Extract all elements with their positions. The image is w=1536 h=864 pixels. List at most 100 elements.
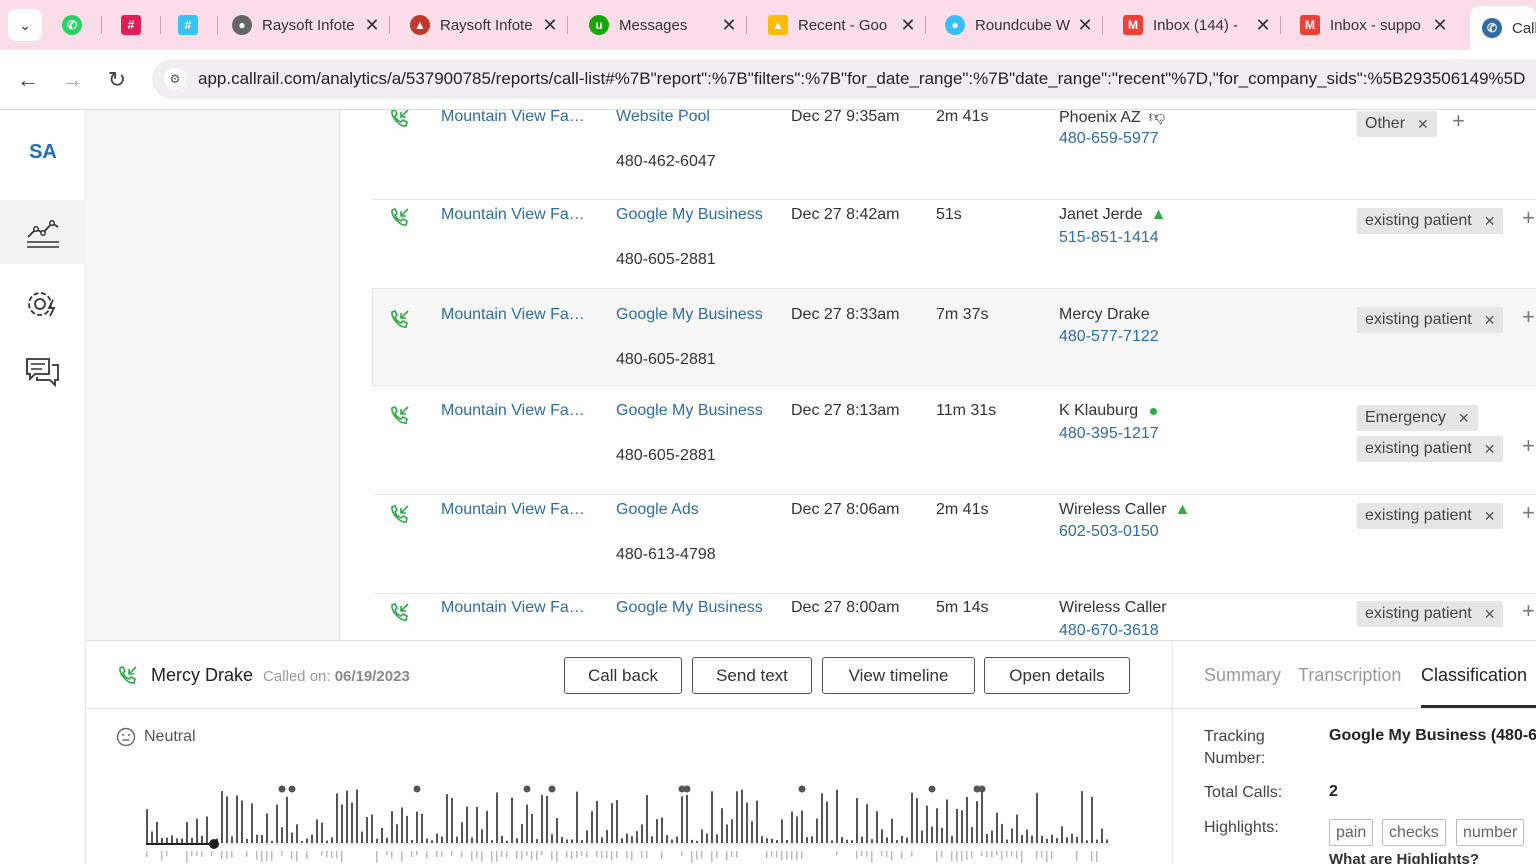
company-link[interactable]: Mountain View Fa…: [441, 306, 585, 323]
site-info-icon[interactable]: ⚙: [164, 68, 186, 90]
view-timeline-button[interactable]: View timeline: [822, 657, 975, 694]
total-calls-label: Total Calls:: [1204, 784, 1283, 801]
company-link[interactable]: Mountain View Fa…: [441, 110, 585, 125]
add-tag-icon[interactable]: +: [1522, 304, 1535, 329]
highlight-marker[interactable]: [973, 785, 981, 793]
add-tag-icon[interactable]: +: [1522, 433, 1535, 458]
caller-phone-link[interactable]: 480-577-7122: [1059, 328, 1159, 345]
tab-search-button[interactable]: ⌄: [8, 9, 42, 41]
tab-callrail-active[interactable]: ✆ Call: [1470, 6, 1536, 50]
table-row[interactable]: Mountain View Fa… Google My Business 480…: [372, 397, 1536, 495]
highlight-marker[interactable]: [928, 785, 936, 793]
tab-roundcube[interactable]: ● Roundcube W ✕: [945, 6, 1103, 44]
nav-settings[interactable]: [0, 272, 86, 336]
waveform-bar: [261, 835, 263, 843]
source-link[interactable]: Google My Business: [616, 306, 763, 323]
highlight-marker[interactable]: [798, 785, 806, 793]
caller-phone-link[interactable]: 480-395-1217: [1059, 425, 1159, 442]
source-link[interactable]: Google My Business: [616, 402, 763, 419]
waveform-lower-bar: [1096, 851, 1098, 863]
tab-slack-1[interactable]: #: [121, 6, 161, 44]
company-link[interactable]: Mountain View Fa…: [441, 501, 585, 518]
source-link[interactable]: Google My Business: [616, 206, 763, 223]
audio-waveform[interactable]: [142, 781, 1112, 864]
tab-google-drive[interactable]: ▲ Recent - Goo ✕: [768, 6, 926, 44]
remove-tag-icon[interactable]: ✕: [1417, 115, 1429, 132]
tab-summary[interactable]: Summary: [1204, 665, 1282, 685]
playback-scrubber[interactable]: [209, 839, 219, 849]
waveform-bar: [816, 818, 818, 843]
tab-raysoft-2[interactable]: ▲ Raysoft Infote ✕: [410, 6, 568, 44]
table-row[interactable]: Mountain View Fa… Google My Business 480…: [372, 201, 1536, 299]
waveform-lower-bar: [411, 851, 413, 858]
waveform-bar: [241, 800, 243, 843]
highlight-marker[interactable]: [683, 785, 691, 793]
company-link[interactable]: Mountain View Fa…: [441, 206, 585, 223]
company-link[interactable]: Mountain View Fa…: [441, 599, 585, 616]
tab-slack-2[interactable]: #: [178, 6, 218, 44]
tab-gmail-2[interactable]: M Inbox - suppo ✕: [1300, 6, 1448, 44]
table-row[interactable]: Mountain View Fa… Google My Business Dec…: [372, 594, 1536, 640]
waveform-bar: [1021, 835, 1023, 843]
source-link[interactable]: Google My Business: [616, 599, 763, 616]
open-details-button[interactable]: Open details: [984, 657, 1130, 694]
highlight-marker[interactable]: [523, 785, 531, 793]
close-icon[interactable]: ✕: [542, 14, 558, 35]
company-link[interactable]: Mountain View Fa…: [441, 402, 585, 419]
tab-raysoft-1[interactable]: ● Raysoft Infote ✕: [232, 6, 390, 44]
caller-phone-link[interactable]: 480-670-3618: [1059, 622, 1159, 639]
tab-classification[interactable]: Classification: [1421, 665, 1528, 685]
remove-tag-icon[interactable]: ✕: [1483, 311, 1496, 328]
highlight-marker[interactable]: [548, 785, 556, 793]
url-field[interactable]: ⚙ app.callrail.com/analytics/a/537900785…: [152, 59, 1536, 99]
add-tag-icon[interactable]: +: [1522, 598, 1535, 623]
highlight-marker[interactable]: [678, 785, 686, 793]
highlight-chip[interactable]: pain: [1329, 819, 1374, 846]
send-text-button[interactable]: Send text: [692, 657, 812, 694]
forward-button[interactable]: →: [58, 66, 86, 94]
tab-messages[interactable]: u Messages ✕: [589, 6, 747, 44]
remove-tag-icon[interactable]: ✕: [1483, 507, 1496, 524]
waveform-lower-bar: [201, 851, 203, 857]
highlight-marker[interactable]: [413, 785, 421, 793]
back-button[interactable]: ←: [14, 66, 42, 94]
remove-tag-icon[interactable]: ✕: [1483, 212, 1496, 229]
source-link[interactable]: Google Ads: [616, 501, 699, 518]
nav-analytics[interactable]: [0, 200, 86, 264]
highlight-marker[interactable]: [278, 785, 286, 793]
table-row-selected[interactable]: Mountain View Fa… Google My Business 480…: [372, 288, 1536, 386]
add-tag-icon[interactable]: +: [1522, 500, 1535, 525]
table-row[interactable]: Mountain View Fa… Website Pool 480-462-6…: [372, 110, 1536, 200]
reload-button[interactable]: ↻: [103, 66, 131, 94]
table-row[interactable]: Mountain View Fa… Google Ads 480-613-479…: [372, 496, 1536, 594]
close-icon[interactable]: ✕: [1255, 14, 1271, 35]
highlight-marker[interactable]: [978, 785, 986, 793]
call-back-button[interactable]: Call back: [564, 657, 682, 694]
close-icon[interactable]: ✕: [721, 14, 737, 35]
remove-tag-icon[interactable]: ✕: [1457, 409, 1470, 426]
remove-tag-icon[interactable]: ✕: [1483, 605, 1496, 622]
tab-transcription[interactable]: Transcription: [1298, 665, 1402, 685]
highlight-chip[interactable]: number: [1456, 819, 1525, 846]
caller-phone-link[interactable]: 515-851-1414: [1059, 229, 1159, 246]
caller-phone-link[interactable]: 480-659-5977: [1059, 130, 1159, 147]
waveform-bar: [691, 839, 693, 843]
source-link[interactable]: Website Pool: [616, 110, 710, 125]
highlight-chip[interactable]: checks: [1382, 819, 1446, 846]
add-tag-icon[interactable]: +: [1452, 110, 1465, 133]
close-icon[interactable]: ✕: [1077, 14, 1093, 35]
close-icon[interactable]: ✕: [1432, 14, 1448, 35]
close-icon[interactable]: ✕: [364, 14, 380, 35]
caller-phone-link[interactable]: 602-503-0150: [1059, 523, 1159, 540]
nav-messages[interactable]: [0, 340, 86, 404]
waveform-bar: [781, 819, 783, 843]
what-are-highlights-link[interactable]: What are Highlights?: [1329, 851, 1479, 864]
tab-gmail-1[interactable]: M Inbox (144) - ✕: [1123, 6, 1281, 44]
tab-whatsapp[interactable]: ✆: [62, 6, 102, 44]
avatar[interactable]: SA: [29, 140, 57, 163]
add-tag-icon[interactable]: +: [1522, 205, 1535, 230]
highlight-marker[interactable]: [288, 785, 296, 793]
remove-tag-icon[interactable]: ✕: [1483, 440, 1496, 457]
close-icon[interactable]: ✕: [900, 14, 916, 35]
caller-name-text: Phoenix AZ: [1059, 110, 1141, 126]
